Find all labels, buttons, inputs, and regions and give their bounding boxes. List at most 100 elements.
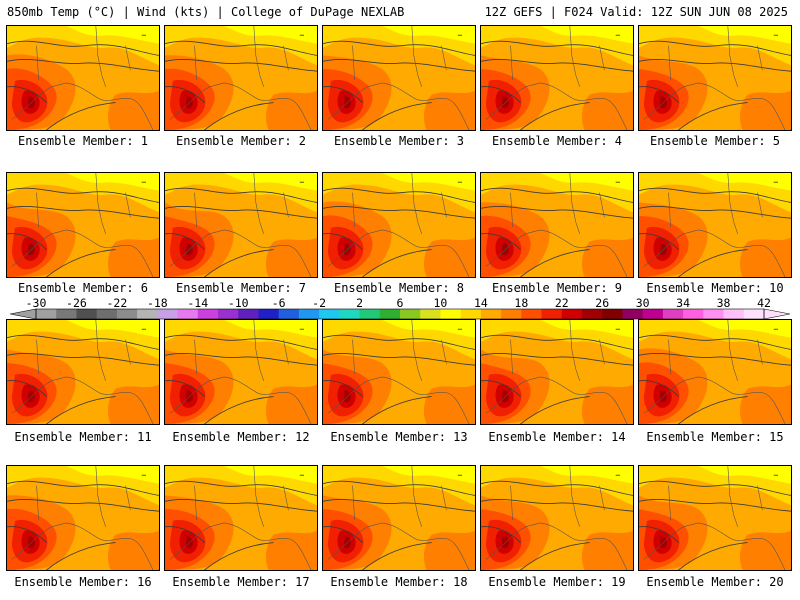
colorbar-swatch xyxy=(278,309,300,319)
colorbar-swatch xyxy=(96,309,118,319)
colorbar-swatch xyxy=(116,309,138,319)
colorbar-tick-label: 18 xyxy=(514,296,529,310)
svg-text:−: − xyxy=(141,30,146,40)
svg-text:−: − xyxy=(773,177,778,187)
colorbar-swatch xyxy=(379,309,401,319)
ensemble-member-label: Ensemble Member: 10 xyxy=(646,281,784,295)
ensemble-map-8: − xyxy=(322,172,476,278)
ensemble-member-label: Ensemble Member: 11 xyxy=(14,430,152,444)
colorbar-tick-label: 42 xyxy=(757,296,771,310)
ensemble-map-5: − xyxy=(638,25,792,131)
temperature-colorbar xyxy=(10,308,790,320)
ensemble-map-7: − xyxy=(164,172,318,278)
colorbar-swatch xyxy=(561,309,583,319)
ensemble-map-4: − xyxy=(480,25,634,131)
ensemble-map-2: − xyxy=(164,25,318,131)
colorbar-swatch xyxy=(56,309,77,319)
svg-text:−: − xyxy=(141,470,146,480)
colorbar-tick-label: -10 xyxy=(227,296,249,310)
ensemble-member-label: Ensemble Member: 15 xyxy=(646,430,784,444)
ensemble-map-18: − xyxy=(322,465,476,571)
colorbar-swatch xyxy=(541,309,563,319)
ensemble-member-label: Ensemble Member: 4 xyxy=(491,134,623,148)
ensemble-member-label: Ensemble Member: 17 xyxy=(172,575,310,589)
colorbar-swatch xyxy=(480,309,502,319)
colorbar-tick-label: -2 xyxy=(312,296,327,310)
ensemble-map-3: − xyxy=(322,25,476,131)
colorbar-swatch xyxy=(359,309,381,319)
ensemble-member-label: Ensemble Member: 6 xyxy=(17,281,149,295)
colorbar-swatch xyxy=(420,309,441,319)
ensemble-map-10: − xyxy=(638,172,792,278)
colorbar-swatch xyxy=(298,309,320,319)
ensemble-member-label: Ensemble Member: 19 xyxy=(488,575,626,589)
ensemble-member-label: Ensemble Member: 12 xyxy=(172,430,310,444)
ensemble-member-label: Ensemble Member: 18 xyxy=(330,575,468,589)
ensemble-map-11: − xyxy=(6,319,160,425)
ensemble-member-label: Ensemble Member: 1 xyxy=(17,134,149,148)
ensemble-map-20: − xyxy=(638,465,792,571)
svg-text:−: − xyxy=(299,177,304,187)
svg-text:−: − xyxy=(457,177,462,187)
colorbar-swatch xyxy=(218,309,239,319)
colorbar-swatch xyxy=(36,309,57,319)
colorbar-swatch xyxy=(642,309,664,319)
colorbar-tick-label: 10 xyxy=(433,296,448,310)
colorbar-swatch xyxy=(319,309,340,319)
colorbar-min-arrow xyxy=(10,308,37,320)
colorbar-tick-label: 22 xyxy=(554,296,569,310)
header-title-left: 850mb Temp (°C) | Wind (kts) | College o… xyxy=(7,5,405,19)
ensemble-member-label: Ensemble Member: 5 xyxy=(649,134,781,148)
colorbar-tick-label: 38 xyxy=(716,296,731,310)
colorbar-tick-label: -30 xyxy=(25,296,47,310)
header-title-right: 12Z GEFS | F024 Valid: 12Z SUN JUN 08 20… xyxy=(484,5,788,19)
colorbar-tick-label: -26 xyxy=(66,296,87,310)
colorbar-tick-label: 14 xyxy=(473,296,488,310)
colorbar-swatch xyxy=(662,309,684,319)
colorbar-swatch xyxy=(501,309,522,319)
colorbar-swatch xyxy=(157,309,179,319)
svg-text:−: − xyxy=(615,324,620,334)
colorbar-swatch xyxy=(137,309,158,319)
ensemble-member-label: Ensemble Member: 2 xyxy=(175,134,307,148)
colorbar-frame xyxy=(35,308,765,320)
colorbar-swatch xyxy=(76,309,98,319)
svg-text:−: − xyxy=(773,470,778,480)
ensemble-member-label: Ensemble Member: 9 xyxy=(491,281,623,295)
ensemble-member-label: Ensemble Member: 20 xyxy=(646,575,784,589)
colorbar-max-arrow xyxy=(763,308,790,320)
svg-text:−: − xyxy=(773,30,778,40)
svg-text:−: − xyxy=(615,177,620,187)
svg-text:−: − xyxy=(457,470,462,480)
colorbar-tick-label: -18 xyxy=(146,296,168,310)
svg-text:−: − xyxy=(457,324,462,334)
ensemble-map-9: − xyxy=(480,172,634,278)
ensemble-map-16: − xyxy=(6,465,160,571)
colorbar-swatch xyxy=(622,309,644,319)
colorbar-tick-label: 30 xyxy=(635,296,650,310)
colorbar-tick-label: -22 xyxy=(106,296,128,310)
ensemble-map-17: − xyxy=(164,465,318,571)
colorbar-tick-label: 34 xyxy=(676,296,691,310)
svg-text:−: − xyxy=(615,470,620,480)
svg-text:−: − xyxy=(773,324,778,334)
colorbar-swatch xyxy=(743,309,765,319)
colorbar-swatch xyxy=(703,309,725,319)
ensemble-member-label: Ensemble Member: 8 xyxy=(333,281,465,295)
ensemble-member-label: Ensemble Member: 16 xyxy=(14,575,152,589)
colorbar-swatch xyxy=(400,309,421,319)
ensemble-map-15: − xyxy=(638,319,792,425)
ensemble-map-1: − xyxy=(6,25,160,131)
colorbar-swatch xyxy=(602,309,623,319)
svg-text:−: − xyxy=(299,30,304,40)
colorbar-tick-label: 6 xyxy=(396,296,404,310)
colorbar-swatch xyxy=(582,309,603,319)
svg-text:−: − xyxy=(299,324,304,334)
ensemble-member-label: Ensemble Member: 7 xyxy=(175,281,307,295)
colorbar-swatch xyxy=(258,309,280,319)
colorbar-swatch xyxy=(197,309,219,319)
colorbar-swatch xyxy=(723,309,745,319)
ensemble-map-6: − xyxy=(6,172,160,278)
colorbar-swatch xyxy=(683,309,704,319)
colorbar-tick-label: 26 xyxy=(595,296,610,310)
